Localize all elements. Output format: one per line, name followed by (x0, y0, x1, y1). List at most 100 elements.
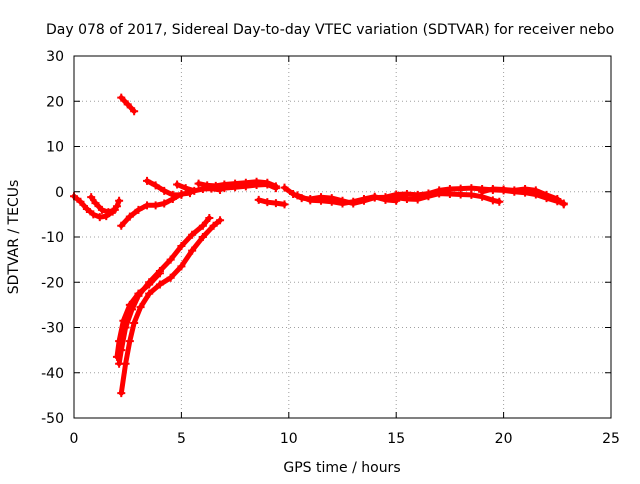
data-point-marker (143, 176, 152, 185)
data-point-marker (280, 183, 289, 192)
data-point-marker (155, 280, 164, 289)
data-point-marker (216, 216, 225, 225)
data-point-marker (198, 233, 207, 241)
data-point-marker (119, 316, 128, 325)
data-point-marker (125, 337, 134, 346)
y-tick-label: -30 (41, 321, 64, 337)
x-tick-label: 15 (387, 431, 405, 447)
data-point-marker (271, 184, 280, 193)
data-point-marker (413, 195, 422, 204)
data-point-marker (392, 193, 401, 202)
data-point-marker (190, 186, 199, 195)
y-tick-label: 0 (55, 185, 64, 201)
series-arc-late-3 (392, 189, 504, 206)
data-point-marker (125, 212, 134, 221)
data-point-marker (559, 200, 568, 209)
data-point-marker (280, 200, 289, 209)
data-point-marker (254, 195, 263, 204)
data-point-marker (130, 107, 139, 116)
x-tick-label: 0 (70, 431, 79, 447)
data-point-marker (143, 201, 152, 210)
data-point-marker (198, 221, 207, 230)
data-point-marker (306, 196, 315, 205)
data-point-marker (349, 197, 358, 206)
series-trail (294, 192, 399, 206)
x-axis-label: GPS time / hours (283, 460, 400, 476)
data-point-marker (338, 199, 347, 208)
series-arc-mid-2 (173, 180, 225, 195)
data-point-marker (231, 183, 240, 192)
data-point-marker (117, 221, 126, 230)
x-tick-label: 20 (495, 431, 513, 447)
data-point-marker (166, 273, 175, 282)
data-point-marker (117, 93, 126, 102)
data-point-marker (115, 359, 124, 368)
data-point-marker (521, 185, 530, 194)
data-point-marker (220, 184, 229, 193)
data-point-marker (553, 194, 562, 203)
y-axis-label: SDTVAR / TECUs (6, 180, 22, 295)
data-point-marker (402, 194, 411, 203)
x-tick-label: 5 (177, 431, 186, 447)
data-point-marker (211, 181, 220, 190)
data-point-marker (123, 100, 132, 109)
data-point-marker (488, 185, 497, 194)
series-arc-steep-1 (117, 216, 225, 398)
data-point-marker (263, 180, 272, 189)
y-tick-label: -40 (41, 366, 64, 382)
series-arc-late-4 (478, 185, 568, 209)
data-point-marker (117, 389, 126, 398)
data-point-marker (145, 280, 154, 289)
data-point-marker (160, 186, 169, 195)
plot-frame (73, 55, 612, 419)
chart-title: Day 078 of 2017, Sidereal Day-to-day VTE… (46, 22, 614, 38)
data-point-marker (82, 204, 91, 213)
series-arc-late-2 (293, 191, 401, 208)
data-point-marker (130, 318, 139, 327)
data-point-marker (136, 303, 145, 312)
data-point-marker (177, 262, 186, 271)
data-point-marker (252, 180, 261, 189)
y-tick-label: 20 (46, 94, 64, 110)
data-point-marker (177, 242, 186, 251)
data-point-marker (188, 246, 197, 255)
data-point-marker (115, 337, 124, 346)
data-point-marker (359, 194, 368, 203)
series-arc-high (117, 93, 139, 116)
data-point-marker (160, 199, 169, 208)
data-point-marker (87, 193, 96, 202)
data-point-marker (445, 190, 454, 199)
data-point-marker (89, 210, 98, 219)
data-point-marker (97, 205, 106, 214)
data-point-marker (181, 184, 190, 193)
data-point-marker (241, 182, 250, 191)
data-point-marker (456, 190, 465, 199)
data-point-marker (271, 199, 280, 208)
data-point-marker (145, 289, 154, 298)
grid-layer (74, 56, 611, 418)
tick-layer: 0 5 10 15 20 25 -50 -40 -30 -20 -10 0 10 20 30 (41, 49, 620, 447)
series-arc-early-dip-2 (87, 193, 119, 217)
data-point-marker (327, 197, 336, 206)
series-arc-mid-5 (254, 195, 289, 209)
series-trail (282, 185, 567, 206)
data-point-marker (495, 197, 504, 206)
data-point-marker (151, 181, 160, 190)
data-point-marker (112, 352, 121, 361)
data-point-marker (531, 186, 540, 195)
data-point-marker (203, 181, 212, 190)
data-point-marker (370, 192, 379, 201)
data-point-marker (542, 190, 551, 199)
series-arc-steep-3 (112, 269, 164, 361)
y-tick-label: 10 (46, 140, 64, 156)
data-point-marker (317, 196, 326, 205)
data-point-marker (488, 196, 497, 205)
data-point-marker (510, 186, 519, 195)
data-point-marker (424, 192, 433, 201)
data-point-marker (435, 189, 444, 198)
data-point-marker (110, 205, 119, 214)
data-point-marker (209, 221, 218, 230)
y-tick-label: -20 (41, 275, 64, 291)
data-point-marker (166, 255, 175, 264)
